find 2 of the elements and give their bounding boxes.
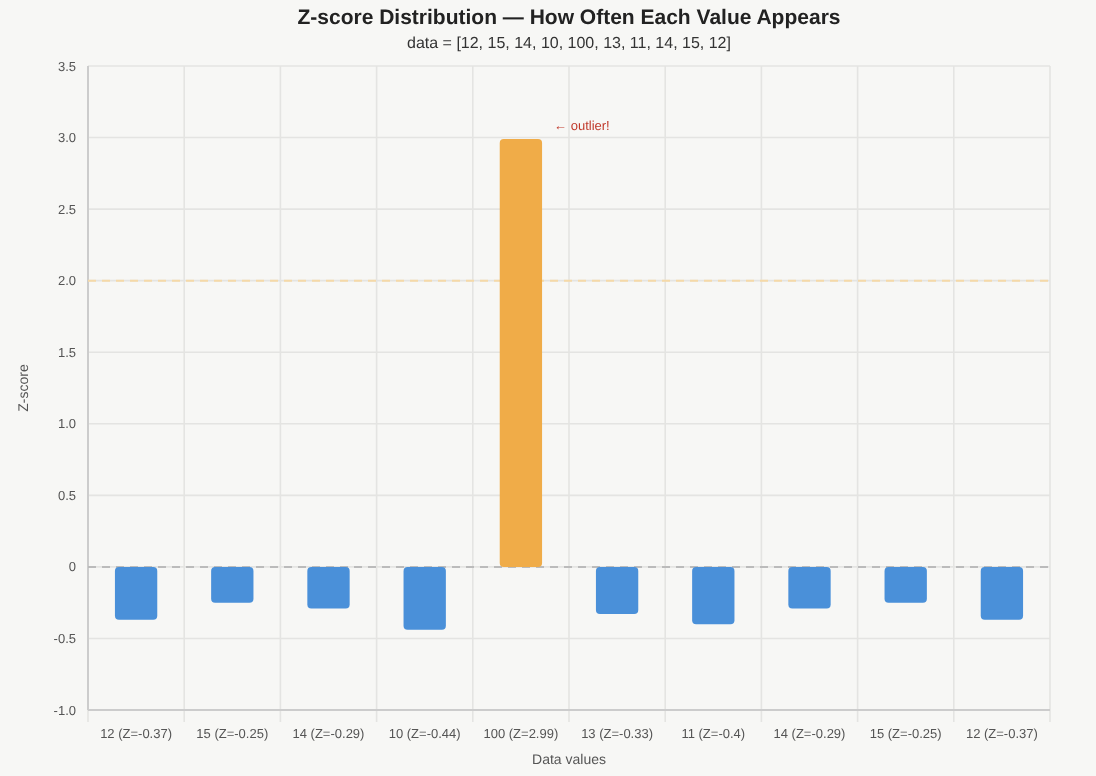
chart-title: Z-score Distribution — How Often Each Value Appears [297,6,841,30]
chart-subtitle: data = [12, 15, 14, 10, 100, 13, 11, 14, 15, 12] [407,34,731,52]
